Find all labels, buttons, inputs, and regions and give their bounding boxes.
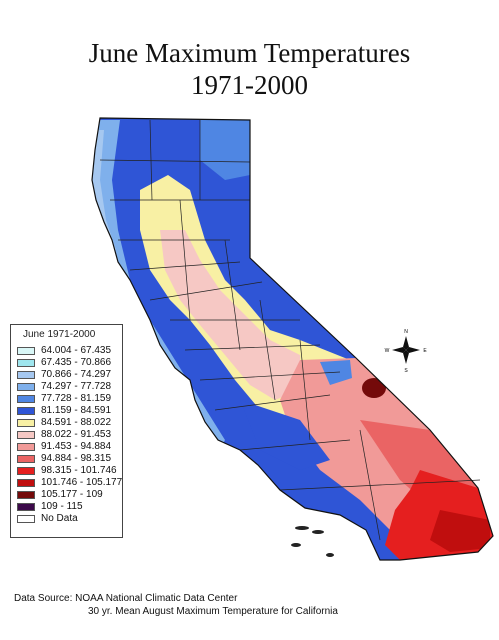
legend-swatch [17, 382, 35, 391]
zone-low-desert-dark-red [430, 510, 490, 552]
state-outline [91, 117, 494, 561]
legend-item: 70.866 - 74.297 [17, 369, 111, 380]
legend-label: 88.022 - 91.453 [41, 429, 112, 440]
zone-central-valley-pink [160, 230, 300, 400]
legend-label: 94.884 - 98.315 [41, 453, 112, 464]
legend-swatch [17, 466, 35, 475]
legend-label: 67.435 - 70.866 [41, 357, 112, 368]
legend-item: 94.884 - 98.315 [17, 453, 111, 464]
channel-islands [291, 526, 334, 557]
legend-item: 105.177 - 109 [17, 489, 103, 500]
legend-label: 105.177 - 109 [41, 489, 103, 500]
legend-label: 74.297 - 77.728 [41, 381, 112, 392]
data-source-note: Data Source: NOAA National Climatic Data… [14, 592, 338, 618]
compass-w-label: W [385, 348, 390, 354]
legend-swatch [17, 478, 35, 487]
legend-swatch [17, 346, 35, 355]
legend-title: June 1971-2000 [23, 329, 96, 340]
legend-swatch [17, 418, 35, 427]
map-legend: June 1971-2000 64.004 - 67.435 67.435 - … [10, 324, 123, 538]
compass-n-label: N [404, 329, 408, 335]
legend-item: 81.159 - 84.591 [17, 405, 111, 416]
north-arrow-icon: N S W E [385, 329, 428, 374]
legend-swatch [17, 358, 35, 367]
compass-e-label: E [423, 348, 427, 354]
legend-label: No Data [41, 513, 78, 524]
legend-item: 67.435 - 70.866 [17, 357, 111, 368]
zone-coastal-light-blue [92, 120, 225, 450]
legend-item: 91.453 - 94.884 [17, 441, 111, 452]
legend-swatch [17, 430, 35, 439]
legend-swatch [17, 442, 35, 451]
zone-modoc-plateau [200, 118, 252, 180]
legend-swatch [17, 502, 35, 511]
source-line-1: Data Source: NOAA National Climatic Data… [14, 593, 238, 604]
legend-item: 77.728 - 81.159 [17, 393, 111, 404]
legend-label: 109 - 115 [41, 501, 83, 512]
legend-item: 74.297 - 77.728 [17, 381, 111, 392]
legend-swatch [17, 454, 35, 463]
county-boundaries [99, 119, 481, 541]
legend-label: 91.453 - 94.884 [41, 441, 112, 452]
legend-item: 101.746 - 105.177 [17, 477, 122, 488]
legend-label: 98.315 - 101.746 [41, 465, 117, 476]
zone-death-valley [362, 378, 386, 398]
legend-item: 88.022 - 91.453 [17, 429, 111, 440]
legend-item: 64.004 - 67.435 [17, 345, 111, 356]
source-line-2: 30 yr. Mean August Maximum Temperature f… [88, 606, 338, 617]
legend-swatch [17, 490, 35, 499]
legend-label: 101.746 - 105.177 [41, 477, 123, 488]
legend-item: 98.315 - 101.746 [17, 465, 117, 476]
legend-swatch [17, 514, 35, 523]
legend-swatch [17, 394, 35, 403]
legend-label: 77.728 - 81.159 [41, 393, 112, 404]
legend-label: 70.866 - 74.297 [41, 369, 112, 380]
legend-swatch [17, 370, 35, 379]
legend-item: No Data [17, 513, 78, 524]
legend-item: 84.591 - 88.022 [17, 417, 111, 428]
legend-label: 84.591 - 88.022 [41, 417, 112, 428]
legend-label: 64.004 - 67.435 [41, 345, 112, 356]
map-title-line2: 1971-2000 [191, 70, 308, 100]
legend-item: 109 - 115 [17, 501, 83, 512]
legend-label: 81.159 - 84.591 [41, 405, 112, 416]
zone-transverse-ranges [240, 400, 330, 470]
temperature-zones [92, 118, 493, 560]
compass-s-label: S [404, 368, 408, 374]
legend-swatch [17, 406, 35, 415]
map-title-line1: June Maximum Temperatures [88, 38, 411, 68]
